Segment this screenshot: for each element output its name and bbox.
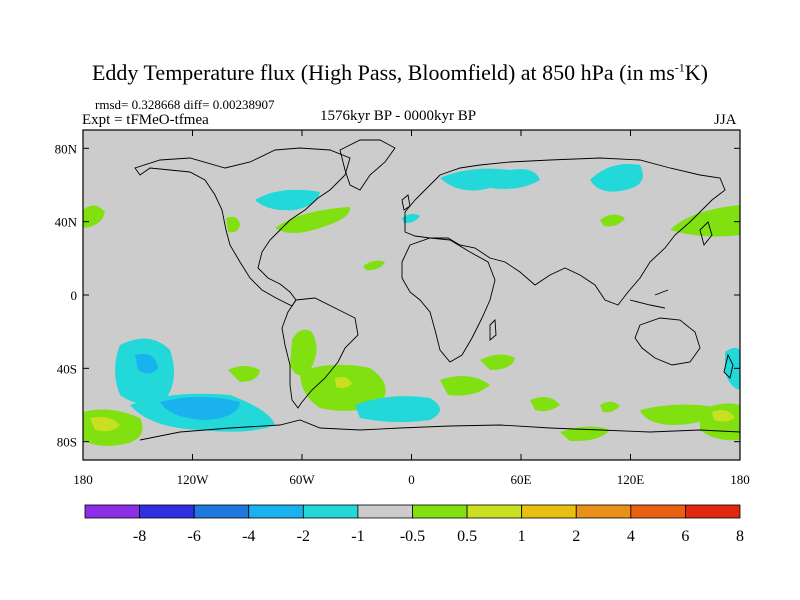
title-main: Eddy Temperature flux (High Pass, Bloomf… [91, 60, 675, 85]
lon-tick-label: 120W [177, 472, 210, 487]
colorbar-label: 2 [572, 528, 580, 545]
coastline-uk [401, 194, 411, 211]
colorbar-label: -1 [351, 528, 364, 545]
colorbar-label: -0.5 [400, 528, 425, 545]
anomaly-region [255, 189, 320, 211]
lat-tick-label: 40N [55, 215, 78, 230]
colorbar-label: 1 [518, 528, 526, 545]
colorbar-label: -2 [297, 528, 310, 545]
latitude-ticks: 80N 40N 0 40S 80S [55, 141, 740, 450]
season-label: JJA [714, 112, 737, 128]
anomaly-region [440, 376, 490, 396]
coastline-greenland [339, 139, 396, 191]
coastline-australia [634, 317, 701, 366]
anomaly-region [275, 207, 351, 233]
colorbar-label: 4 [627, 528, 635, 545]
colorbar-box [575, 504, 632, 519]
coastline-eurasia [404, 157, 726, 306]
colorbar-box [466, 504, 523, 519]
colorbar-label: 6 [681, 528, 689, 545]
lon-tick-label: 180 [73, 472, 93, 487]
lon-tick-label: 120E [617, 472, 645, 487]
coastline-madagascar [489, 318, 497, 341]
colorbar-box [193, 504, 250, 519]
colorbar-box [302, 504, 359, 519]
colorbar-label: 8 [736, 528, 744, 545]
colorbar-labels: -8 -6 -4 -2 -1 -0.5 0.5 1 2 4 6 8 [133, 528, 744, 545]
colorbar-label: -4 [242, 528, 255, 545]
colorbar-box [630, 504, 686, 519]
coastline-africa [401, 237, 496, 363]
map-field [83, 130, 741, 460]
anomaly-region [290, 329, 317, 376]
colorbar-box [685, 504, 741, 519]
colorbar-box [521, 504, 577, 519]
lon-tick-label: 60E [511, 472, 532, 487]
colorbar-box [412, 504, 468, 519]
lon-tick-label: 0 [408, 472, 415, 487]
anomaly-region [135, 353, 158, 374]
anomaly-region [335, 376, 352, 388]
period-label: 1576kyr BP - 0000kyr BP [320, 108, 477, 124]
anomaly-region [83, 205, 105, 228]
colorbar-label: 0.5 [457, 528, 477, 545]
coastline-south-america [281, 297, 359, 409]
anomaly-region [440, 168, 540, 191]
lat-tick-label: 80S [57, 435, 77, 450]
experiment-label: Expt = tFMeO-tfmea [82, 112, 209, 128]
anomaly-region [402, 213, 420, 224]
anomaly-regions [83, 164, 740, 446]
longitude-ticks: 180 120W 60W 0 60E 120E 180 [73, 130, 750, 487]
anomaly-region [363, 260, 385, 271]
lat-tick-label: 0 [71, 288, 78, 303]
anomaly-region [600, 214, 625, 227]
anomaly-region [90, 416, 120, 432]
lon-tick-label: 180 [730, 472, 750, 487]
anomaly-region [670, 205, 740, 237]
colorbar-box [248, 504, 304, 519]
lat-tick-label: 40S [57, 361, 77, 376]
plot-title: Eddy Temperature flux (High Pass, Bloomf… [0, 60, 800, 86]
anomaly-region [600, 401, 620, 413]
anomaly-region [355, 396, 440, 423]
anomaly-region [530, 396, 560, 412]
anomaly-region [226, 216, 240, 233]
anomaly-region [228, 366, 260, 382]
anomaly-region [712, 410, 735, 422]
coastlines [134, 139, 741, 441]
stats-label: rmsd= 0.328668 diff= 0.00238907 [95, 97, 275, 112]
anomaly-region [160, 397, 240, 420]
coastline-indonesia [629, 289, 669, 309]
title-end: K) [684, 60, 708, 85]
colorbar-boxes [84, 504, 741, 519]
anomaly-region [480, 354, 515, 370]
colorbar-box [139, 504, 195, 519]
lat-tick-label: 80N [55, 141, 78, 156]
colorbar-box [84, 504, 140, 519]
lon-tick-label: 60W [289, 472, 315, 487]
colorbar-label: -6 [188, 528, 201, 545]
coastline-new-zealand [723, 353, 734, 379]
colorbar-box [357, 504, 413, 519]
title-superscript: -1 [674, 60, 685, 75]
coastline-antarctica [139, 419, 741, 441]
anomaly-region [590, 164, 643, 192]
colorbar-label: -8 [133, 528, 146, 545]
coastline-japan [699, 221, 713, 246]
